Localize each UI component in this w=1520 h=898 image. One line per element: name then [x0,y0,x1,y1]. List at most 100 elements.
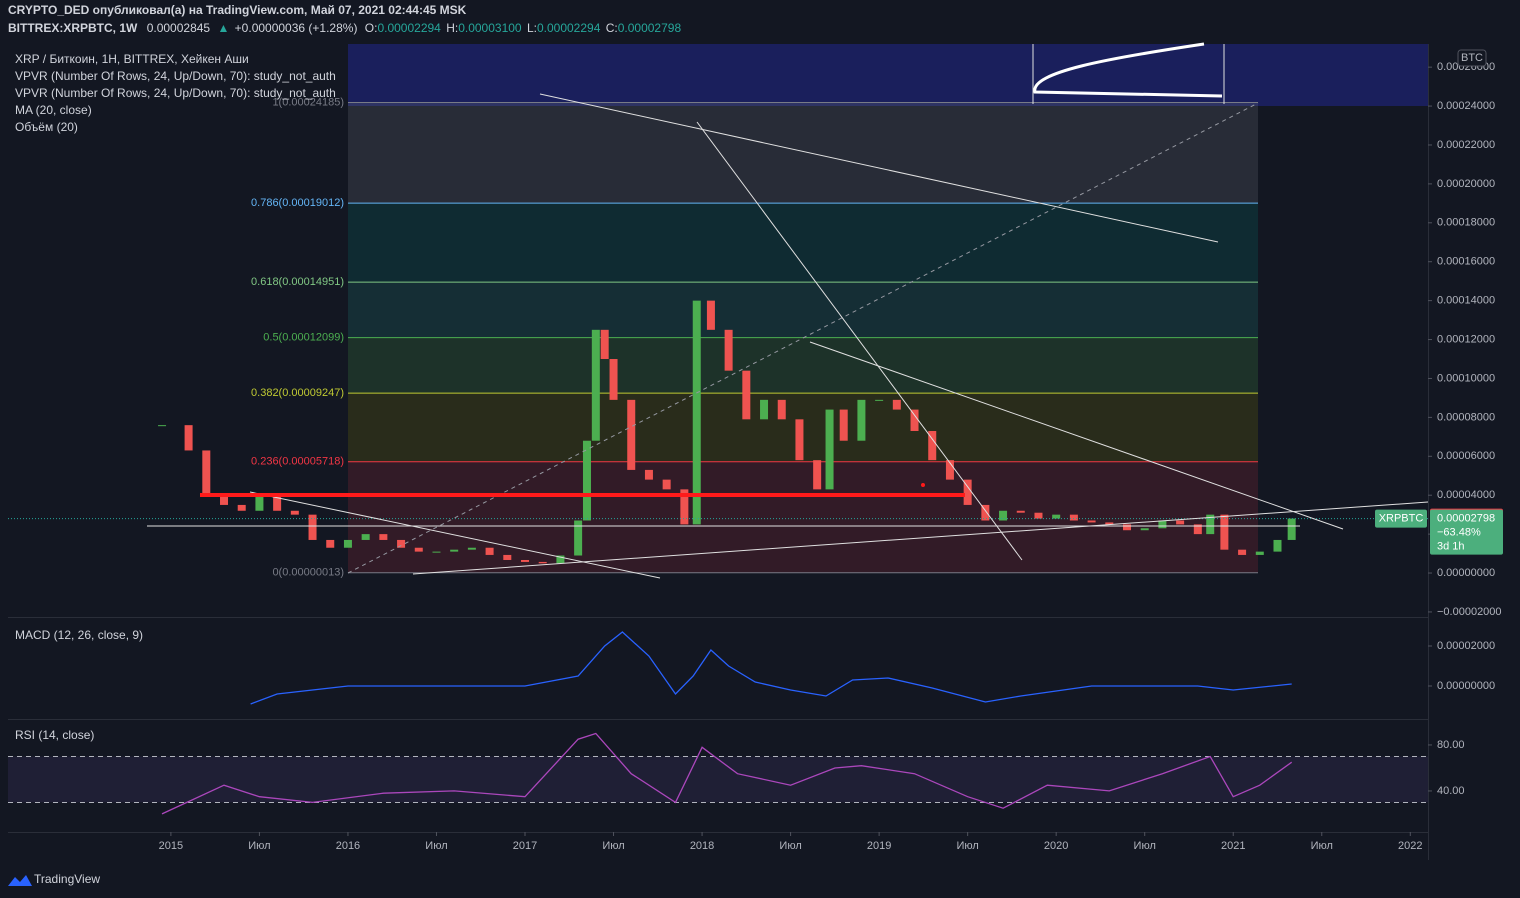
candle [609,359,618,400]
candle [202,450,211,496]
fib-label: 0.236(0.00005718) [251,456,344,468]
ohlc-line: BITTREX:XRPBTC, 1W 0.00002845 ▲ +0.00000… [8,21,681,35]
y-tick-label: 0.00014000 [1437,295,1495,307]
fib-label: 0.618(0.00014951) [251,276,344,288]
trend-line [412,501,1429,575]
candle [1287,518,1296,540]
candle [742,370,751,420]
y-tick-label: 0.00022000 [1437,139,1495,151]
candle [1220,514,1229,550]
candle [556,555,565,564]
candle [795,419,804,461]
o: 0.00002294 [377,21,441,35]
x-tick-label: 2019 [867,840,891,852]
candle [910,409,919,431]
candle [485,547,494,555]
symbol-label: XRPBTC [1379,512,1424,524]
panel-title: MACD (12, 26, close, 9) [15,628,143,642]
x-tick-label: 2020 [1044,840,1068,852]
panels [8,44,1429,860]
legend-line: MA (20, close) [15,103,92,117]
marker-dot [921,483,925,487]
candle [467,547,476,550]
candle [706,300,715,330]
candle [255,495,264,511]
candle [361,534,370,540]
change: +0.00000036 (+1.28%) [235,21,358,35]
candle [308,514,317,540]
publish-line: CRYPTO_DED опубликовал(а) на TradingView… [8,3,467,17]
o-label: O: [365,21,378,35]
candle [875,399,884,401]
legend-line: VPVR (Number Of Rows, 24, Up/Down, 70): … [15,86,336,100]
candle [627,399,636,470]
x-tick-label: Июл [779,840,801,852]
candle [600,329,609,360]
y-tick-label: 80.00 [1437,739,1465,751]
candle [981,504,990,521]
fib-band [348,461,1258,573]
price: 0.00002845 [147,21,211,35]
candle [1087,520,1096,523]
fib-label: 0(0.00000013) [272,567,344,579]
close-tag-label: 0.00002798 [1437,512,1495,524]
h: 0.00003100 [458,21,522,35]
candle [397,539,406,548]
y-tick-label: 0.00000000 [1437,567,1495,579]
countdown: 3d 1h [1437,540,1465,552]
candle [963,479,972,505]
candle [1052,514,1061,519]
drawings [147,42,1429,579]
x-tick-label: 2017 [513,840,537,852]
candle [591,329,600,441]
legend-line: XRP / Биткоин, 1H, BITTREX, Хейкен Аши [15,52,249,66]
candle [574,520,583,556]
y-tick-label: −0.00002000 [1437,606,1502,618]
candle [777,399,786,420]
y-tick-label: 0.00024000 [1437,100,1495,112]
footer[interactable]: TradingView [8,872,100,886]
candle [1069,514,1078,521]
y-tick-label: 0.00010000 [1437,372,1495,384]
candle [273,495,282,511]
candle [503,554,512,560]
trend-line [249,491,661,579]
vpvr-area [348,44,1428,106]
x-tick-label: 2022 [1398,840,1422,852]
symbol-tag [1375,509,1427,528]
y-tick-label: 0.00002000 [1437,640,1495,652]
candle [928,430,937,461]
rsi-band [8,756,1428,803]
fib-band [348,337,1258,394]
candle [379,534,388,540]
panel-title: RSI (14, close) [15,728,94,742]
y-tick-label: 0.00006000 [1437,450,1495,462]
y-tick-label: 40.00 [1437,785,1465,797]
candle [692,300,701,525]
y-tick-label: 0.00008000 [1437,411,1495,423]
fib-bands: 0(0.00000013) 0.236(0.00005718) 0.382(0.00… [251,96,1258,579]
candle [1193,524,1202,535]
candle [521,559,530,562]
candle [892,399,901,410]
candle [1255,551,1264,555]
x-tick-label: 2018 [690,840,714,852]
x-tick-label: Июл [248,840,270,852]
l-label: L: [527,21,537,35]
y-tick-label: 0.00020000 [1437,178,1495,190]
indicator-line [250,631,1292,705]
candle [945,460,954,480]
legend-line: Объём (20) [15,120,78,134]
fib-band [348,102,1258,204]
candle [326,539,335,548]
l: 0.00002294 [537,21,601,35]
candle [290,510,299,515]
fib-label: 0.382(0.00009247) [251,387,344,399]
candle [1158,520,1167,529]
hand-drawing [1033,42,1223,98]
candle [857,399,866,441]
fib-label: 1(0.00024185) [272,96,344,108]
candle [1034,512,1043,519]
symbol: BITTREX:XRPBTC, 1W [8,21,138,35]
